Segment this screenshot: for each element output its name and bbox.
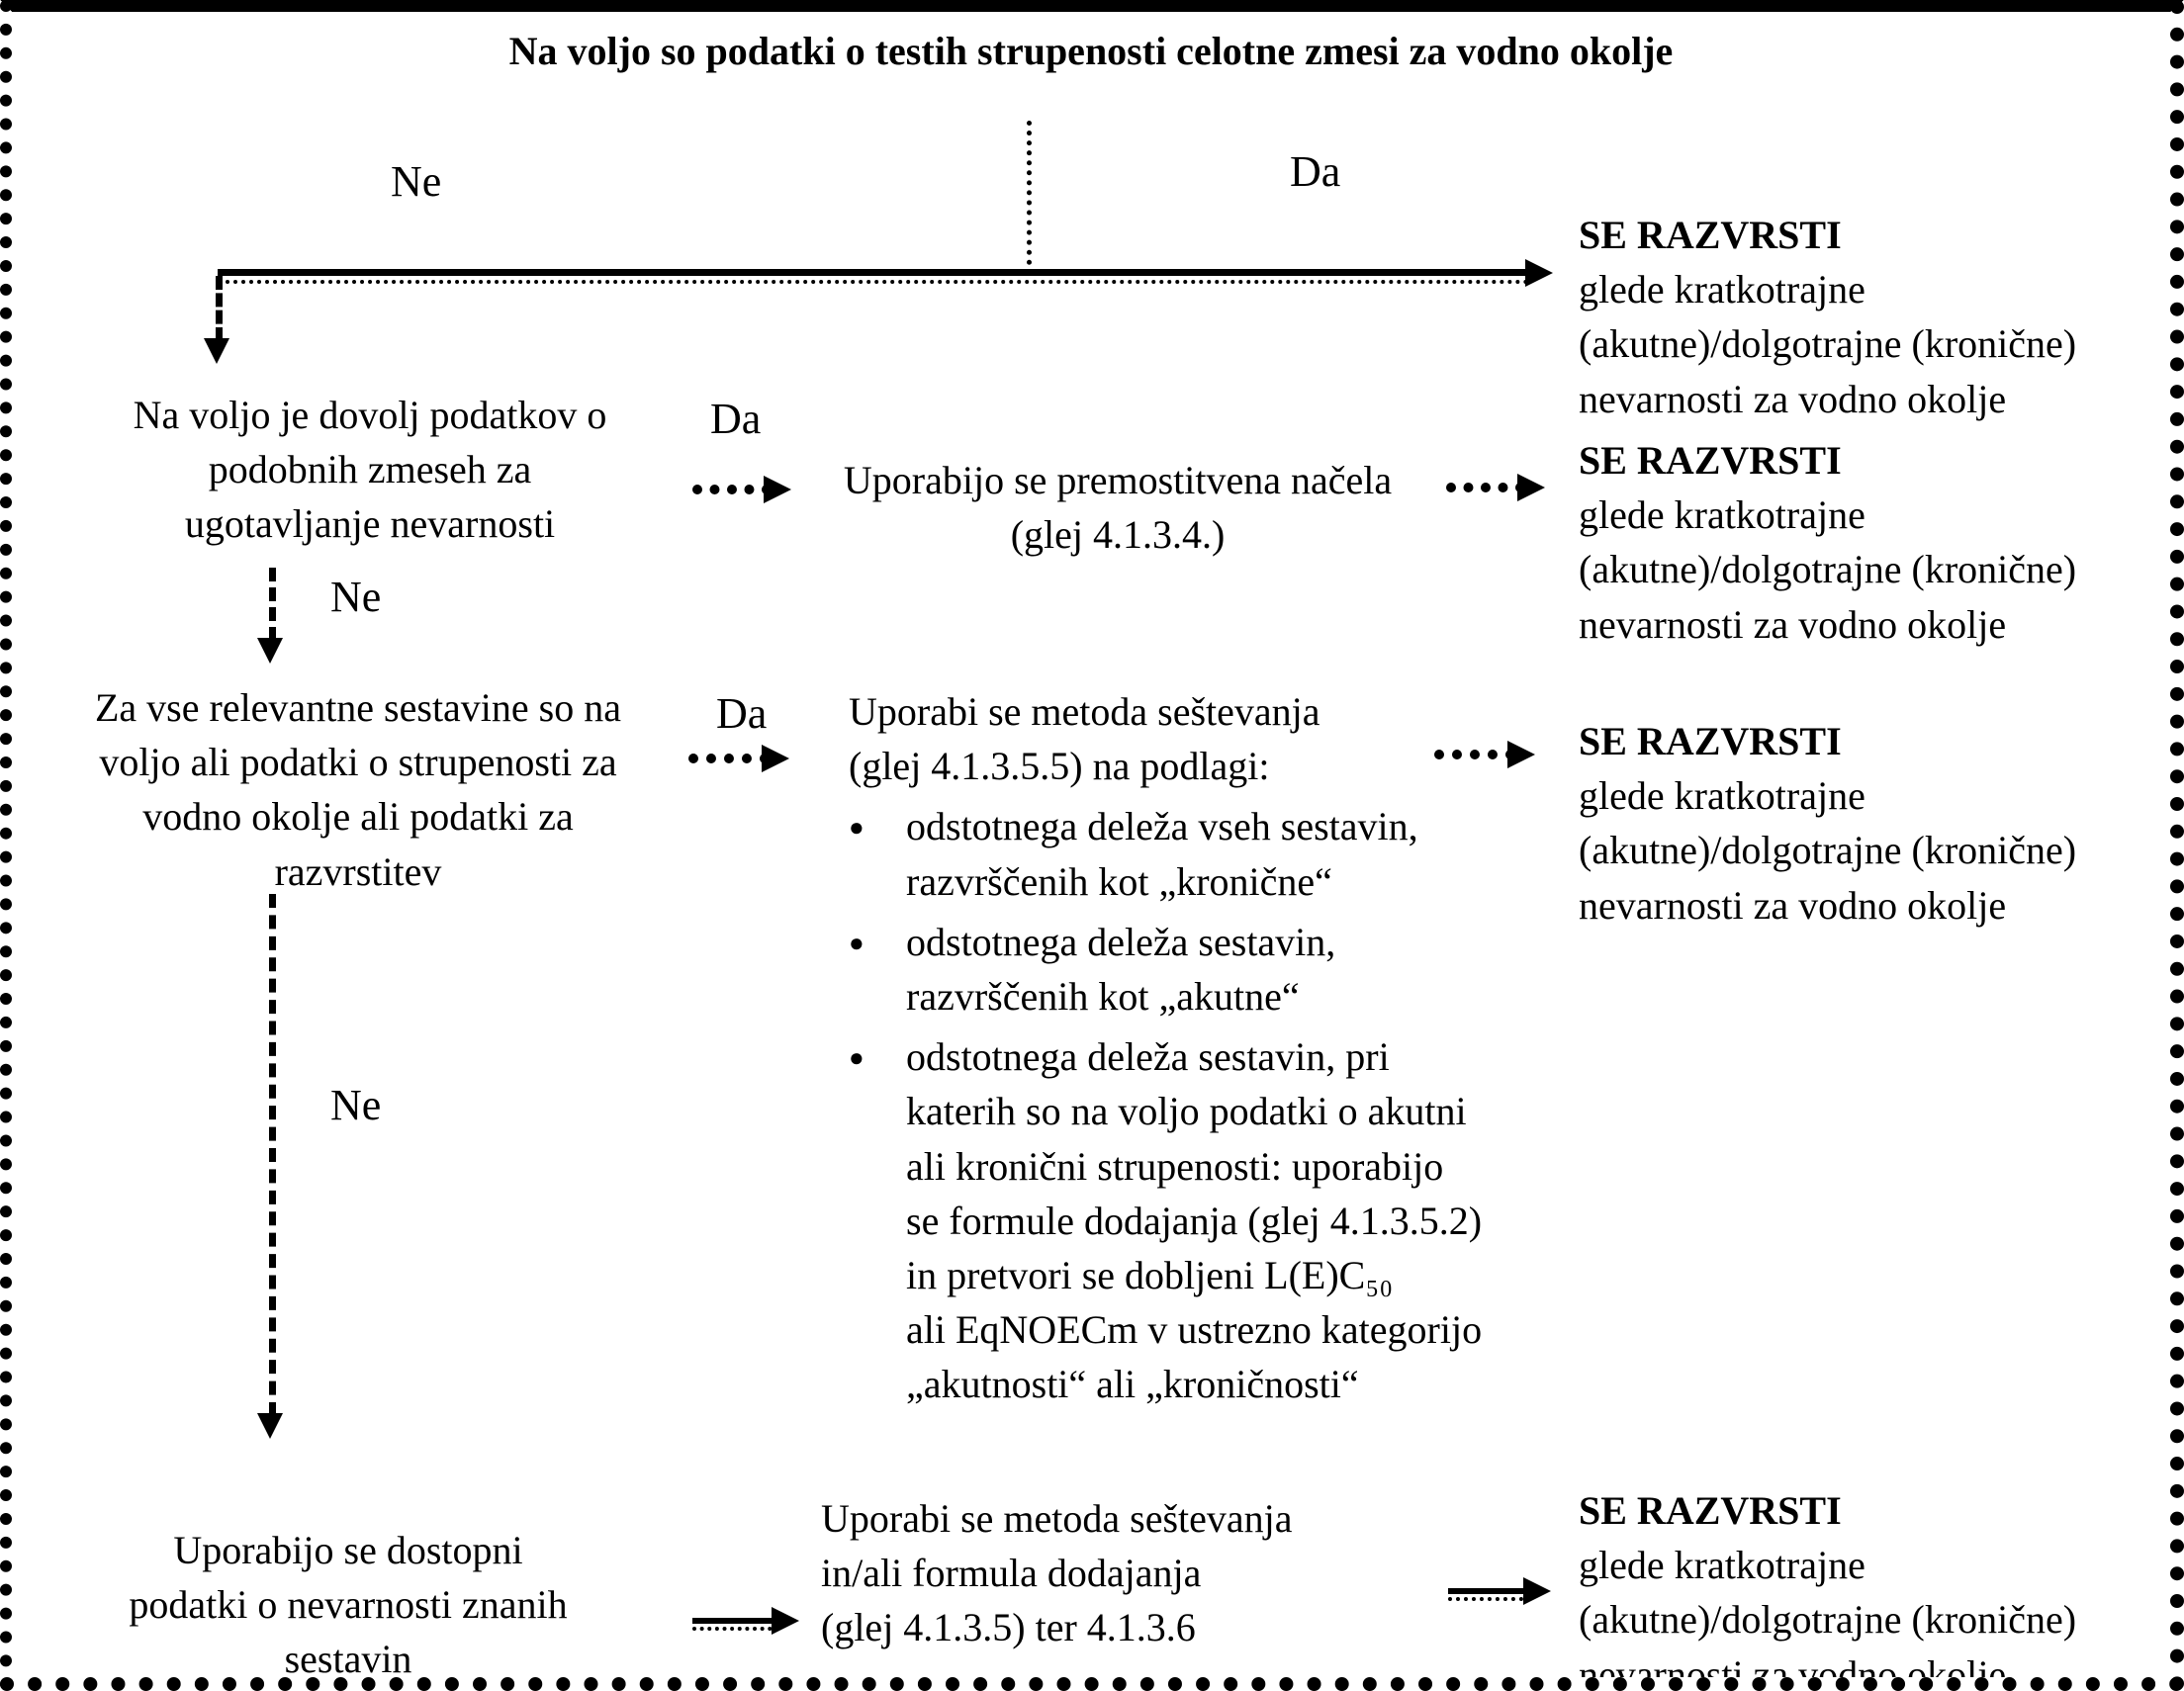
page-title: Na voljo so podatki o testih strupenosti…	[508, 29, 1674, 73]
title-stem-dotted-line	[1027, 121, 1032, 275]
node-similar-mixtures: Na voljo je dovolj podatkov o podobnih z…	[133, 393, 607, 547]
bullet-icon: ●	[849, 928, 864, 957]
branch-label-yes-top: Da	[1290, 147, 1341, 196]
list-item: ● odstotnega deleža vseh sestavin, razvr…	[849, 799, 1541, 908]
arrow-right-icon	[764, 476, 791, 503]
arrow-right-icon	[772, 1607, 799, 1635]
bullet-icon: ●	[849, 813, 864, 843]
arrow-row2-to-outcome-line	[1446, 483, 1525, 492]
outcome-header: SE RAZVRSTI	[1579, 438, 1842, 483]
bottom-arrow-right-dots	[1448, 1597, 1531, 1601]
outcome-classified-3: SE RAZVRSTI glede kratkotrajne (akutne)/…	[1579, 714, 2170, 933]
arrow-right-icon	[762, 745, 789, 772]
outcome-body: glede kratkotrajne (akutne)/dolgotrajne …	[1579, 773, 2077, 928]
bullet-text: odstotnega deleža sestavin, razvrščenih …	[906, 919, 1336, 1019]
arrow-down-icon	[257, 1413, 283, 1439]
arrow-right-icon	[1525, 259, 1553, 287]
main-horizontal-arrow-dots	[218, 280, 1529, 284]
arrow-right-icon	[1523, 1577, 1551, 1605]
branch-label-yes-row3: Da	[716, 689, 768, 738]
bullet-text: odstotnega deleža vseh sestavin, razvršč…	[906, 804, 1418, 904]
bottom-arrow-left-dots	[692, 1627, 779, 1631]
list-item: ● odstotnega deleža sestavin, razvrščeni…	[849, 915, 1541, 1024]
arrow-right-icon	[1517, 474, 1545, 501]
arrow-row3-to-outcome-line	[1434, 750, 1515, 759]
outcome-body: glede kratkotrajne (akutne)/dolgotrajne …	[1579, 1543, 2077, 1691]
summation-intro: Uporabi se metoda seštevanja (glej 4.1.3…	[849, 689, 1320, 789]
yes-arrow-row2-line	[692, 485, 772, 494]
bullet-icon: ●	[849, 1043, 864, 1073]
branch-label-no-row3: Ne	[330, 1081, 382, 1129]
outcome-classified-4: SE RAZVRSTI glede kratkotrajne (akutne)/…	[1579, 1483, 2170, 1691]
outcome-classified-2: SE RAZVRSTI glede kratkotrajne (akutne)/…	[1579, 433, 2170, 652]
outcome-header: SE RAZVRSTI	[1579, 1488, 1842, 1533]
arrow-right-icon	[1507, 741, 1535, 768]
arrow-down-icon	[257, 638, 283, 664]
no-arrow-row2-line	[269, 568, 276, 641]
node-summation-additivity: Uporabi se metoda seštevanja in/ali form…	[821, 1496, 1293, 1650]
branch-label-no-top: Ne	[391, 157, 442, 206]
no-branch-drop-line	[216, 276, 223, 341]
outcome-header: SE RAZVRSTI	[1579, 719, 1842, 763]
node-summation-method: Uporabi se metoda seštevanja (glej 4.1.3…	[849, 684, 1541, 1411]
node-bridging-principles: Uporabijo se premostitvena načela (glej …	[843, 458, 1393, 558]
bullet-text: odstotnega deleža sestavin, pri katerih …	[906, 1034, 1483, 1407]
outcome-classified-1: SE RAZVRSTI glede kratkotrajne (akutne)/…	[1579, 208, 2170, 426]
branch-label-yes-row2: Da	[710, 395, 762, 443]
main-horizontal-arrow-line	[218, 269, 1529, 276]
node-all-ingredients-data: Za vse relevantne sestavine so na voljo …	[94, 685, 621, 894]
bottom-arrow-right-line	[1448, 1588, 1531, 1594]
node-known-ingredients: Uporabijo se dostopni podatki o nevarnos…	[129, 1528, 568, 1682]
arrow-down-icon	[204, 338, 229, 364]
no-arrow-row3-line	[269, 894, 276, 1416]
bottom-arrow-left-line	[692, 1618, 779, 1624]
outcome-body: glede kratkotrajne (akutne)/dolgotrajne …	[1579, 267, 2077, 421]
yes-arrow-row3-line	[688, 754, 770, 763]
list-item: ● odstotnega deleža sestavin, pri kateri…	[849, 1029, 1541, 1411]
outcome-header: SE RAZVRSTI	[1579, 213, 1842, 257]
outcome-body: glede kratkotrajne (akutne)/dolgotrajne …	[1579, 492, 2077, 647]
branch-label-no-row2: Ne	[330, 573, 382, 621]
